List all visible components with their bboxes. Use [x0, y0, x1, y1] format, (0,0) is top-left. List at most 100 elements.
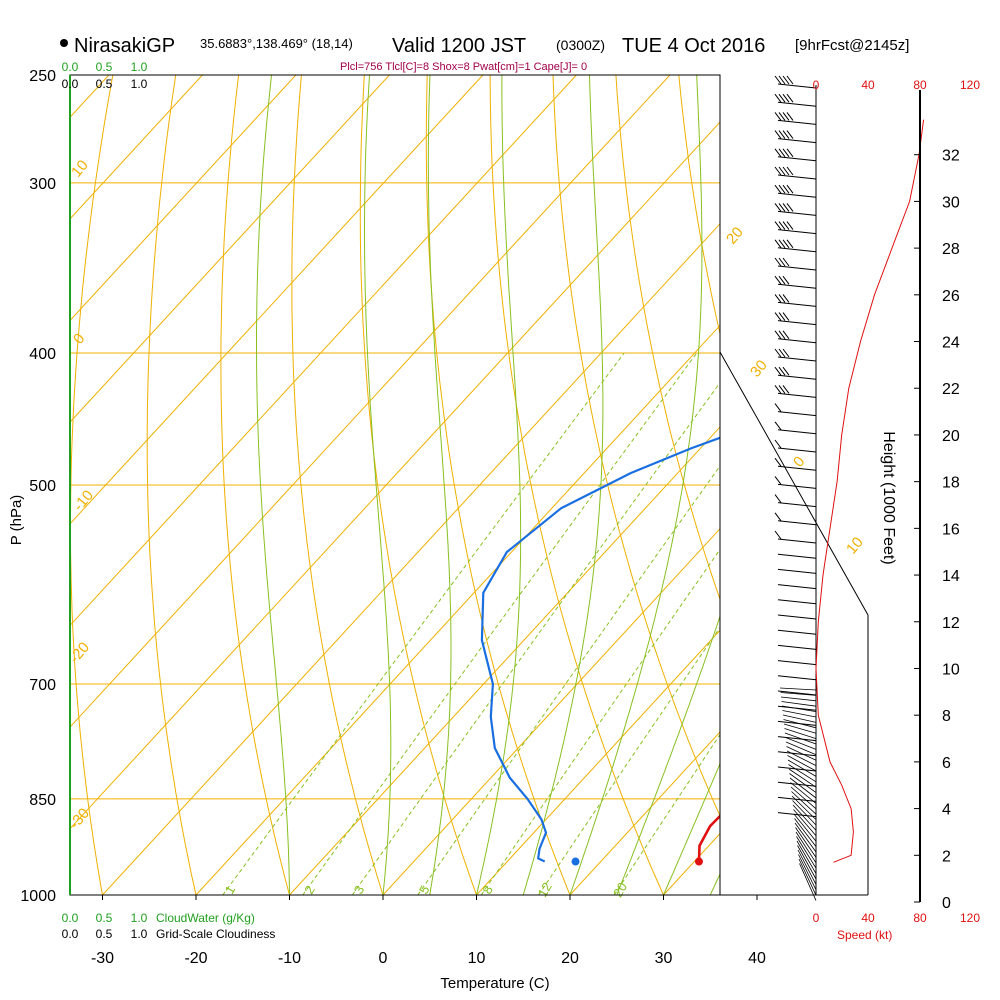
station-name: NirasakiGP — [74, 35, 175, 57]
adiabat-labels: 1 2 3 5 8 12 20-30-20-100102030010 — [66, 157, 867, 900]
temp-tick-label: -20 — [184, 950, 207, 967]
wind-barb-low — [782, 702, 817, 707]
wind-barb — [778, 676, 816, 680]
wind-barb-low — [790, 778, 816, 798]
wind-barb — [778, 661, 816, 665]
wind-barb — [778, 630, 816, 634]
zulu-time: (0300Z) — [556, 37, 605, 53]
cloud-water-tick-top: 0.0 — [62, 60, 79, 74]
height-tick-label: 26 — [942, 288, 960, 305]
mixing-ratio-label: 12 — [535, 880, 555, 900]
valid-time: Valid 1200 JST — [392, 35, 526, 57]
dewpoint-profile — [482, 87, 1000, 862]
wind-barb-flag — [775, 513, 781, 521]
height-tick-label: 24 — [942, 335, 960, 352]
height-tick-label: 4 — [942, 802, 951, 819]
height-tick-label: 20 — [942, 428, 960, 445]
temp-tick-label: 20 — [561, 950, 579, 967]
wind-barb-low — [784, 720, 817, 728]
wind-barb — [778, 503, 816, 507]
cloudiness-label: Grid-Scale Cloudiness — [156, 927, 275, 941]
wind-barb — [778, 521, 816, 525]
wind-barb-low — [798, 850, 816, 884]
wind-barb — [778, 393, 816, 397]
wind-barb — [778, 466, 816, 470]
height-tick-label: 14 — [942, 568, 960, 585]
wind-barb-low — [789, 765, 817, 782]
mixing-ratio-line — [223, 353, 624, 895]
mixing-ratio-line — [539, 353, 910, 895]
cloudiness-tick: 0.5 — [96, 927, 113, 941]
station-coords: 35.6883°,138.469° (18,14) — [200, 36, 353, 51]
mixing-ratio-line — [418, 353, 801, 895]
dry-adiabat-label: 20 — [723, 224, 747, 248]
speed-tick-top: 0 — [813, 78, 820, 92]
panel-boundary — [720, 352, 868, 615]
mixing-ratio-line — [303, 353, 697, 895]
wind-barb — [778, 554, 816, 558]
cloud-water-tick: 1.0 — [131, 911, 148, 925]
wind-speed-profile — [816, 120, 924, 863]
forecast-info: [9hrFcst@2145z] — [795, 37, 909, 54]
dry-adiabat-label: 10 — [68, 157, 92, 181]
pressure-tick-label: 250 — [29, 68, 56, 85]
wind-barb — [778, 266, 816, 270]
dry-adiabat — [805, 75, 1000, 895]
pressure-tick-label: 850 — [29, 792, 56, 809]
cloudiness-tick-top: 0.0 — [62, 77, 79, 91]
pressure-tick-label: 1000 — [20, 888, 56, 905]
wind-barb — [778, 102, 816, 106]
wind-barb — [778, 600, 816, 604]
speed-tick: 0 — [813, 911, 820, 925]
isotherm — [851, 75, 1000, 895]
wind-speed-label: Speed (kt) — [837, 928, 892, 942]
wind-barb — [778, 321, 816, 325]
sounding-indices: Plcl=756 Tlcl[C]=8 Shox=8 Pwat[cm]=1 Cap… — [340, 61, 587, 73]
dry-adiabat-label: 10 — [843, 534, 867, 558]
pressure-tick-label: 500 — [29, 478, 56, 495]
height-tick-label: 12 — [942, 615, 960, 632]
temp-tick-label: -10 — [278, 950, 301, 967]
pressure-tick-label: 700 — [29, 677, 56, 694]
height-tick-label: 30 — [942, 194, 960, 211]
cloud-water-tick: 0.5 — [96, 911, 113, 925]
wind-barb-low — [780, 688, 816, 690]
height-tick-label: 32 — [942, 148, 960, 165]
dry-adiabat — [993, 75, 1000, 895]
wind-barb — [778, 248, 816, 252]
cloudiness-tick-top: 0.5 — [96, 77, 113, 91]
isotherm — [0, 75, 15, 895]
wind-barb-low — [799, 855, 817, 890]
wind-barb — [778, 782, 816, 786]
sounding-profiles — [482, 87, 1000, 866]
wind-barb — [778, 284, 816, 288]
cloudiness-tick: 0.0 — [62, 927, 79, 941]
wind-barb-flag — [775, 422, 781, 430]
temp-tick-label: -30 — [91, 950, 114, 967]
wind-barb — [778, 721, 816, 725]
station-dot-icon — [60, 39, 68, 47]
axes: 2503004005007008501000-30 -20 -10 0 10 20 30 40… — [20, 60, 980, 967]
pressure-tick-label: 400 — [29, 346, 56, 363]
wind-barb — [778, 375, 816, 379]
speed-tick-top: 80 — [913, 78, 927, 92]
wind-barb-low — [781, 697, 816, 701]
wind-barb — [778, 302, 816, 306]
speed-tick-top: 40 — [861, 78, 875, 92]
height-tick-label: 6 — [942, 755, 951, 772]
wind-barb — [778, 357, 816, 361]
speed-tick: 120 — [960, 911, 980, 925]
mixing-ratio-line — [352, 353, 741, 895]
wind-barb-low — [782, 706, 816, 712]
wind-barb — [778, 448, 816, 452]
wind-barb-low — [785, 729, 817, 739]
pressure-tick-label: 300 — [29, 176, 56, 193]
temp-tick-label: 0 — [379, 950, 388, 967]
cloud-water-tick-top: 1.0 — [131, 60, 148, 74]
dry-adiabat-label: -10 — [70, 487, 97, 515]
dry-adiabat-label: 30 — [747, 357, 771, 381]
wind-barb — [778, 645, 816, 649]
forecast-date: TUE 4 Oct 2016 — [622, 35, 765, 57]
wind-barb — [778, 211, 816, 215]
wind-barb — [778, 230, 816, 234]
